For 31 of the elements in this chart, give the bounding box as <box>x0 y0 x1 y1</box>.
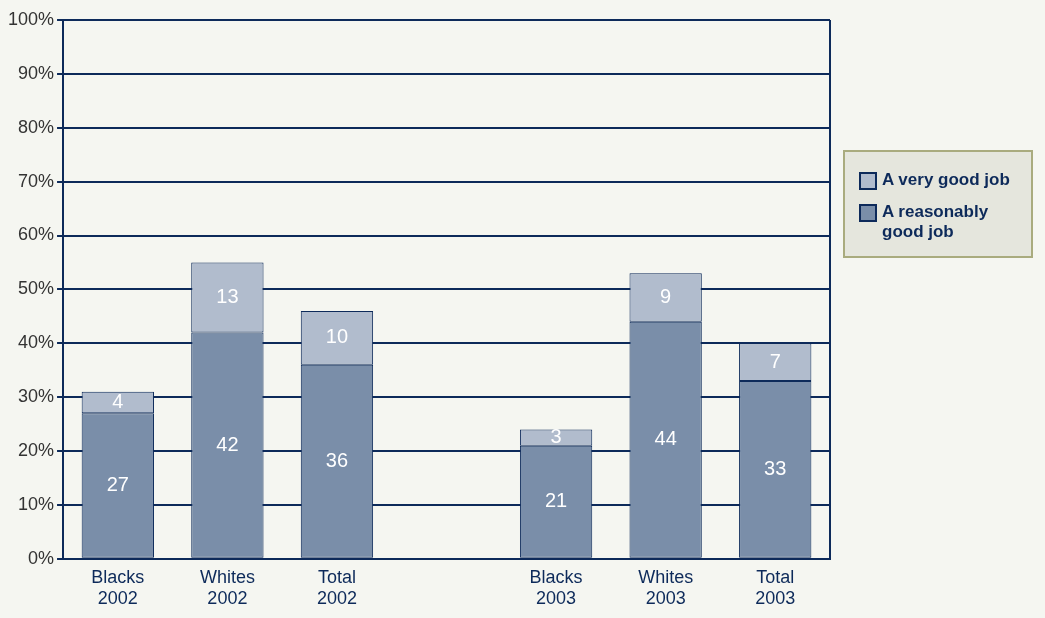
data-label: 44 <box>654 427 677 450</box>
data-label: 42 <box>216 432 239 455</box>
data-label: 4 <box>112 390 124 413</box>
data-label: 3 <box>550 425 562 448</box>
y-tick-label: 60% <box>18 224 55 245</box>
x-tick-label: Whites 2002 <box>199 566 255 609</box>
y-tick-label: 30% <box>18 386 55 407</box>
y-tick-label: 50% <box>18 278 55 299</box>
data-label: 7 <box>769 349 781 372</box>
legend-label: A very good job <box>882 170 1010 190</box>
data-label: 36 <box>325 448 349 471</box>
y-tick-label: 10% <box>18 493 55 514</box>
x-tick-label: Total 2003 <box>755 566 796 609</box>
x-tick-label: Blacks 2002 <box>91 566 145 609</box>
y-tick-label: 90% <box>18 62 55 83</box>
data-label: 33 <box>764 456 787 479</box>
y-tick-label: 0% <box>28 547 55 568</box>
data-label: 21 <box>544 489 568 512</box>
x-tick-label: Total 2002 <box>316 566 357 609</box>
y-tick-label: 40% <box>18 332 55 353</box>
data-label: 13 <box>216 285 239 307</box>
data-label: 9 <box>660 285 672 307</box>
x-tick-label: Whites 2003 <box>638 566 694 609</box>
y-tick-label: 20% <box>18 440 55 461</box>
x-tick-label: Blacks 2003 <box>529 566 583 609</box>
data-label: 27 <box>106 473 129 496</box>
y-tick-label: 70% <box>18 170 55 191</box>
y-tick-label: 80% <box>18 116 55 137</box>
legend-label: A reasonably good job <box>882 202 990 242</box>
y-tick-label: 100% <box>7 8 55 29</box>
data-label: 10 <box>325 325 349 348</box>
